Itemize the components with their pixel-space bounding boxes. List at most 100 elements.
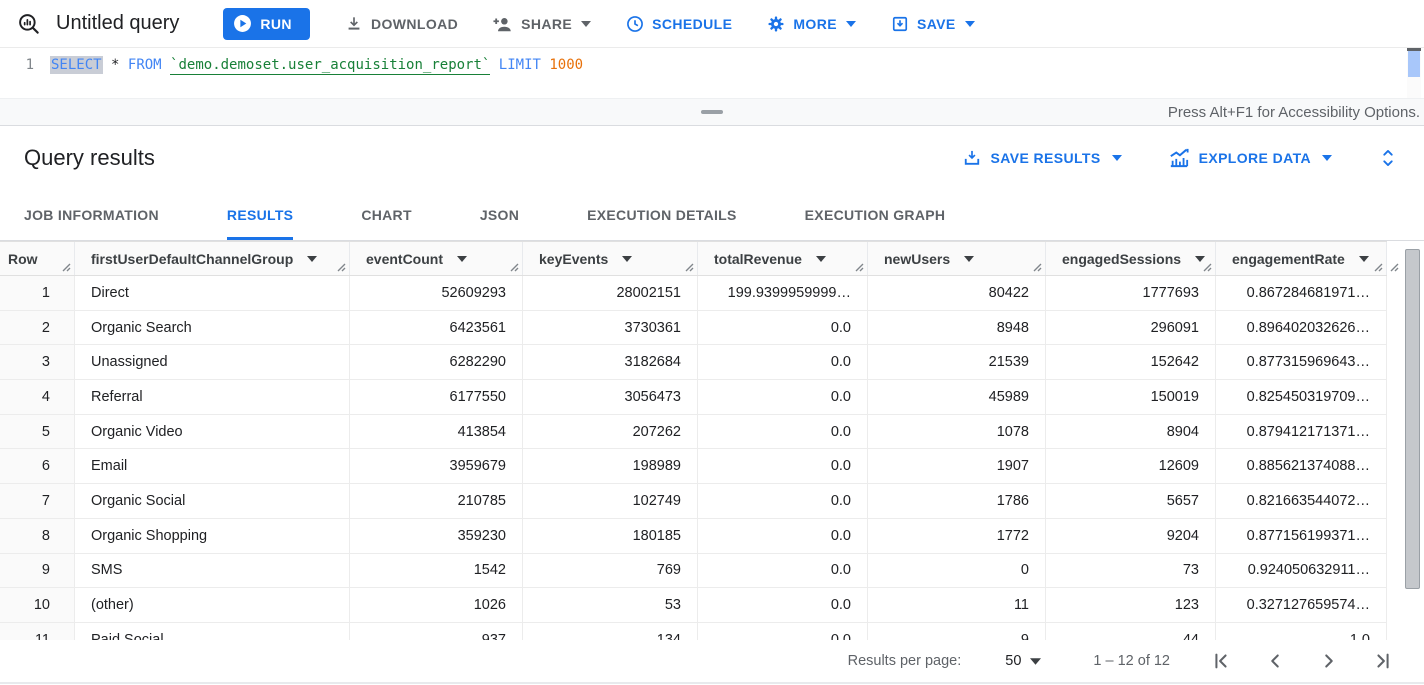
save-label: SAVE	[916, 15, 956, 32]
column-header-label: engagedSessions	[1062, 250, 1182, 267]
editor-scrollbar-thumb[interactable]	[1408, 51, 1420, 77]
results-actions: SAVE RESULTS EXPLORE DATA	[962, 147, 1398, 169]
engaged-sessions-cell: 9204	[1046, 518, 1216, 553]
clock-icon	[625, 14, 645, 34]
editor-toolbar: Untitled query RUN DOWNLOAD SHARE	[0, 0, 1424, 48]
schedule-button[interactable]: SCHEDULE	[625, 14, 732, 34]
last-page-icon	[1372, 650, 1394, 672]
column-resize-handle-icon[interactable]	[855, 263, 864, 272]
engaged-sessions-cell: 8904	[1046, 414, 1216, 449]
total-revenue-cell: 0.0	[698, 588, 868, 622]
tab-execution-graph[interactable]: EXECUTION GRAPH	[805, 190, 946, 240]
total-revenue-cell: 0.0	[698, 518, 868, 553]
download-button[interactable]: DOWNLOAD	[344, 14, 458, 34]
engaged-sessions-cell: 5657	[1046, 484, 1216, 518]
more-button[interactable]: MORE	[766, 14, 856, 34]
column-resize-handle-icon[interactable]	[62, 263, 71, 272]
column-header-new-users[interactable]: newUsers	[868, 242, 1046, 275]
total-revenue-cell: 0.0	[698, 380, 868, 414]
key-events-cell: 198989	[523, 449, 698, 484]
table-row: 1 Direct 52609293 28002151 199.9399959999… 80…	[0, 276, 1387, 311]
explore-data-button[interactable]: EXPLORE DATA	[1168, 148, 1332, 168]
tab-results[interactable]: RESULTS	[226, 190, 294, 240]
event-count-cell: 210785	[350, 484, 523, 518]
tab-chart[interactable]: CHART	[361, 190, 412, 240]
prev-page-button[interactable]	[1264, 650, 1286, 672]
table-scrollbar-thumb[interactable]	[1405, 249, 1420, 589]
column-resize-handle-icon[interactable]	[1390, 263, 1399, 272]
engaged-sessions-cell: 1777693	[1046, 276, 1216, 310]
key-events-cell: 102749	[523, 484, 698, 518]
save-button[interactable]: SAVE	[890, 14, 975, 34]
column-resize-handle-icon[interactable]	[1374, 263, 1383, 272]
column-resize-handle-icon[interactable]	[337, 263, 346, 272]
table-scrollbar[interactable]	[1405, 243, 1420, 635]
new-users-cell: 9	[868, 622, 1046, 640]
column-header-row: Row	[0, 242, 75, 275]
table-row: 9 SMS 1542 769 0.0 0 73 0.924050632911…	[0, 553, 1387, 589]
total-revenue-cell: 0.0	[698, 449, 868, 484]
table-body: 1 Direct 52609293 28002151 199.9399959999… 80…	[0, 276, 1387, 640]
row-number-cell: 10	[0, 588, 75, 622]
page-range-label: 1 – 12 of 12	[1093, 653, 1170, 669]
engaged-sessions-cell: 73	[1046, 553, 1216, 588]
column-resize-handle-icon[interactable]	[1033, 263, 1042, 272]
key-events-cell: 769	[523, 553, 698, 588]
sql-table-reference: `demo.demoset.user_acquisition_report`	[170, 57, 491, 75]
save-results-label: SAVE RESULTS	[990, 150, 1101, 166]
tab-job-information[interactable]: JOB INFORMATION	[24, 190, 159, 240]
engagement-rate-cell: 0.924050632911…	[1216, 553, 1387, 588]
new-users-cell: 80422	[868, 276, 1046, 310]
run-button[interactable]: RUN	[223, 7, 310, 40]
new-users-cell: 11	[868, 588, 1046, 622]
engaged-sessions-cell: 150019	[1046, 380, 1216, 414]
more-label: MORE	[793, 15, 837, 32]
save-results-button[interactable]: SAVE RESULTS	[962, 148, 1122, 168]
engagement-rate-cell: 0.877315969643…	[1216, 345, 1387, 380]
event-count-cell: 6177550	[350, 380, 523, 414]
column-header-first-user-default-channel-group[interactable]: firstUserDefaultChannelGroup	[75, 242, 350, 275]
event-count-cell: 413854	[350, 414, 523, 449]
editor-scrollbar[interactable]	[1407, 48, 1421, 98]
run-label: RUN	[260, 15, 292, 32]
event-count-cell: 937	[350, 622, 523, 640]
column-header-total-revenue[interactable]: totalRevenue	[698, 242, 868, 275]
first-page-button[interactable]	[1210, 650, 1232, 672]
tab-execution-details[interactable]: EXECUTION DETAILS	[587, 190, 737, 240]
engagement-rate-cell: 0.879412171371…	[1216, 414, 1387, 449]
next-page-button[interactable]	[1318, 650, 1340, 672]
channel-cell: Organic Video	[75, 414, 350, 449]
chevron-down-icon	[1322, 155, 1332, 161]
key-events-cell: 3182684	[523, 345, 698, 380]
page-size-select[interactable]: 50	[1005, 653, 1042, 669]
download-icon	[344, 14, 364, 34]
column-header-engagement-rate[interactable]: engagementRate	[1216, 242, 1387, 275]
column-sort-caret-icon	[622, 255, 633, 262]
sql-editor[interactable]: 1 SELECT * FROM `demo.demoset.user_acqui…	[0, 48, 1424, 98]
total-revenue-cell: 0.0	[698, 553, 868, 588]
event-count-cell: 1026	[350, 588, 523, 622]
column-header-label: keyEvents	[539, 250, 609, 267]
tab-json[interactable]: JSON	[480, 190, 519, 240]
panel-resize-handle[interactable]	[701, 110, 723, 114]
column-resize-handle-icon[interactable]	[510, 263, 519, 272]
column-resize-handle-icon[interactable]	[1203, 263, 1212, 272]
unfold-icon	[1378, 147, 1398, 169]
column-header-key-events[interactable]: keyEvents	[523, 242, 698, 275]
column-header-engaged-sessions[interactable]: engagedSessions	[1046, 242, 1216, 275]
query-icon	[16, 11, 42, 37]
row-number-cell: 3	[0, 345, 75, 380]
column-header-event-count[interactable]: eventCount	[350, 242, 523, 275]
column-sort-caret-icon	[457, 255, 467, 262]
sql-code-line[interactable]: SELECT * FROM `demo.demoset.user_acquisi…	[50, 48, 1424, 98]
chevron-right-icon	[1318, 650, 1340, 672]
total-revenue-cell: 0.0	[698, 622, 868, 640]
expand-results-button[interactable]	[1378, 147, 1398, 169]
last-page-button[interactable]	[1372, 650, 1394, 672]
table-row: 5 Organic Video 413854 207262 0.0 1078 8904 0.8…	[0, 414, 1387, 450]
share-button[interactable]: SHARE	[492, 14, 592, 34]
engaged-sessions-cell: 12609	[1046, 449, 1216, 484]
explore-data-label: EXPLORE DATA	[1198, 150, 1311, 166]
channel-cell: Organic Shopping	[75, 518, 350, 553]
column-resize-handle-icon[interactable]	[685, 263, 694, 272]
